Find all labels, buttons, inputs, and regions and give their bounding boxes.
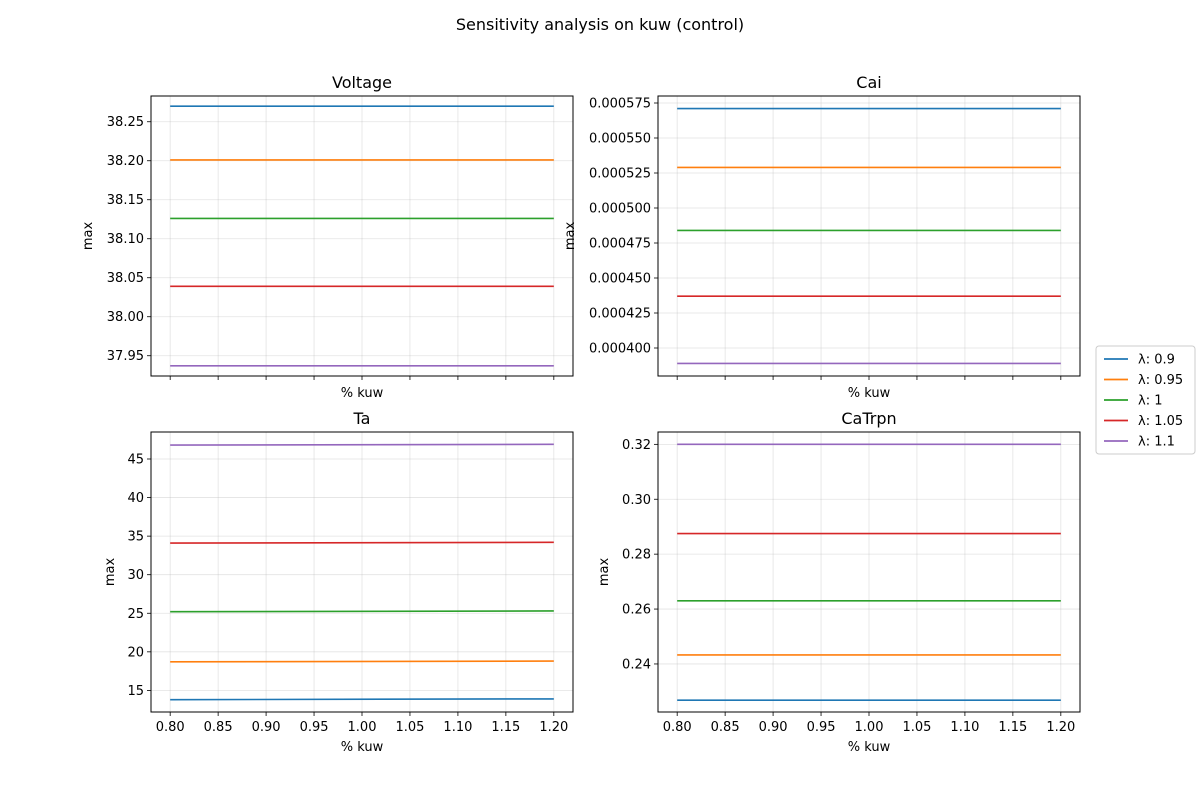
x-axis-label: % kuw [848, 386, 891, 401]
y-axis-label: max [563, 222, 578, 251]
x-tick-label: 1.05 [395, 720, 424, 735]
y-axis-label: max [81, 222, 96, 251]
x-tick-label: 0.95 [300, 720, 329, 735]
subplot-title: Ta [353, 409, 371, 428]
x-axis-label: % kuw [341, 740, 384, 755]
x-tick-label: 1.20 [1046, 720, 1075, 735]
x-tick-label: 1.10 [950, 720, 979, 735]
y-tick-label: 0.28 [622, 548, 651, 563]
x-tick-label: 1.15 [998, 720, 1027, 735]
y-tick-label: 40 [127, 491, 144, 506]
y-tick-label: 35 [127, 530, 144, 545]
x-axis-label: % kuw [341, 386, 384, 401]
y-tick-label: 0.24 [622, 657, 651, 672]
series-line [170, 698, 554, 701]
y-tick-label: 38.25 [107, 115, 144, 130]
subplot-catrpn: 0.80 0.85 0.90 0.95 1.00 1.05 1.10 1.15 1.20 0.24… [597, 409, 1081, 755]
y-tick-label: 38.15 [107, 193, 144, 208]
y-tick-label: 0.32 [622, 438, 651, 453]
legend-frame [1095, 345, 1196, 455]
series-line [170, 541, 554, 544]
y-tick-label: 45 [127, 452, 144, 467]
legend: λ: 0.9 λ: 0.95 λ: 1 λ: 1.05 λ: 1.1 [1095, 345, 1196, 455]
x-tick-label: 1.05 [902, 720, 931, 735]
x-tick-label: 1.20 [539, 720, 568, 735]
y-tick-label: 0.000425 [589, 307, 651, 322]
subplot-title: Voltage [332, 73, 392, 92]
y-tick-label: 38.20 [107, 154, 144, 169]
y-tick-label: 0.000450 [589, 272, 651, 287]
y-tick-label: 0.26 [622, 603, 651, 618]
series-line [170, 443, 554, 446]
y-tick-label: 0.000475 [589, 237, 651, 252]
y-tick-label: 30 [127, 568, 144, 583]
y-tick-label: 0.000550 [589, 132, 651, 147]
x-tick-label: 0.85 [711, 720, 740, 735]
y-tick-label: 0.000525 [589, 167, 651, 182]
subplot-ta: 0.80 0.85 0.90 0.95 1.00 1.05 1.10 1.15 1.20 15 20… [103, 409, 574, 755]
subplot-title: CaTrpn [841, 409, 896, 428]
legend-label: λ: 1.1 [1138, 435, 1175, 450]
subplot-voltage: 37.95 38.00 38.05 38.10 38.15 38.20 38.25 Volta… [81, 73, 574, 401]
x-tick-label: 1.00 [855, 720, 884, 735]
y-tick-label: 25 [127, 607, 144, 622]
x-tick-label: 1.10 [443, 720, 472, 735]
figure-suptitle: Sensitivity analysis on kuw (control) [456, 15, 744, 34]
x-axis-label: % kuw [848, 740, 891, 755]
y-axis-label: max [597, 558, 612, 587]
x-tick-label: 0.95 [807, 720, 836, 735]
x-tick-label: 0.90 [252, 720, 281, 735]
y-tick-label: 38.05 [107, 271, 144, 286]
legend-label: λ: 0.95 [1138, 373, 1183, 388]
x-tick-label: 0.90 [759, 720, 788, 735]
y-axis-label: max [103, 558, 118, 587]
y-tick-label: 0.000400 [589, 342, 651, 357]
subplot-title: Cai [856, 73, 881, 92]
x-tick-label: 0.85 [204, 720, 233, 735]
subplot-cai: 0.000400 0.000425 0.000450 0.000475 0.000500… [563, 73, 1081, 401]
x-tick-label: 1.15 [491, 720, 520, 735]
legend-label: λ: 1.05 [1138, 414, 1183, 429]
x-tick-label: 1.00 [348, 720, 377, 735]
y-tick-label: 0.000575 [589, 97, 651, 112]
y-tick-label: 0.000500 [589, 202, 651, 217]
legend-label: λ: 1 [1138, 394, 1162, 409]
y-tick-label: 20 [127, 645, 144, 660]
y-tick-label: 38.10 [107, 232, 144, 247]
series-line [170, 610, 554, 613]
y-tick-label: 38.00 [107, 310, 144, 325]
series-line [170, 660, 554, 663]
y-tick-label: 0.30 [622, 493, 651, 508]
y-tick-label: 15 [127, 684, 144, 699]
legend-label: λ: 0.9 [1138, 353, 1175, 368]
y-tick-label: 37.95 [107, 349, 144, 364]
x-tick-label: 0.80 [663, 720, 692, 735]
x-tick-label: 0.80 [156, 720, 185, 735]
